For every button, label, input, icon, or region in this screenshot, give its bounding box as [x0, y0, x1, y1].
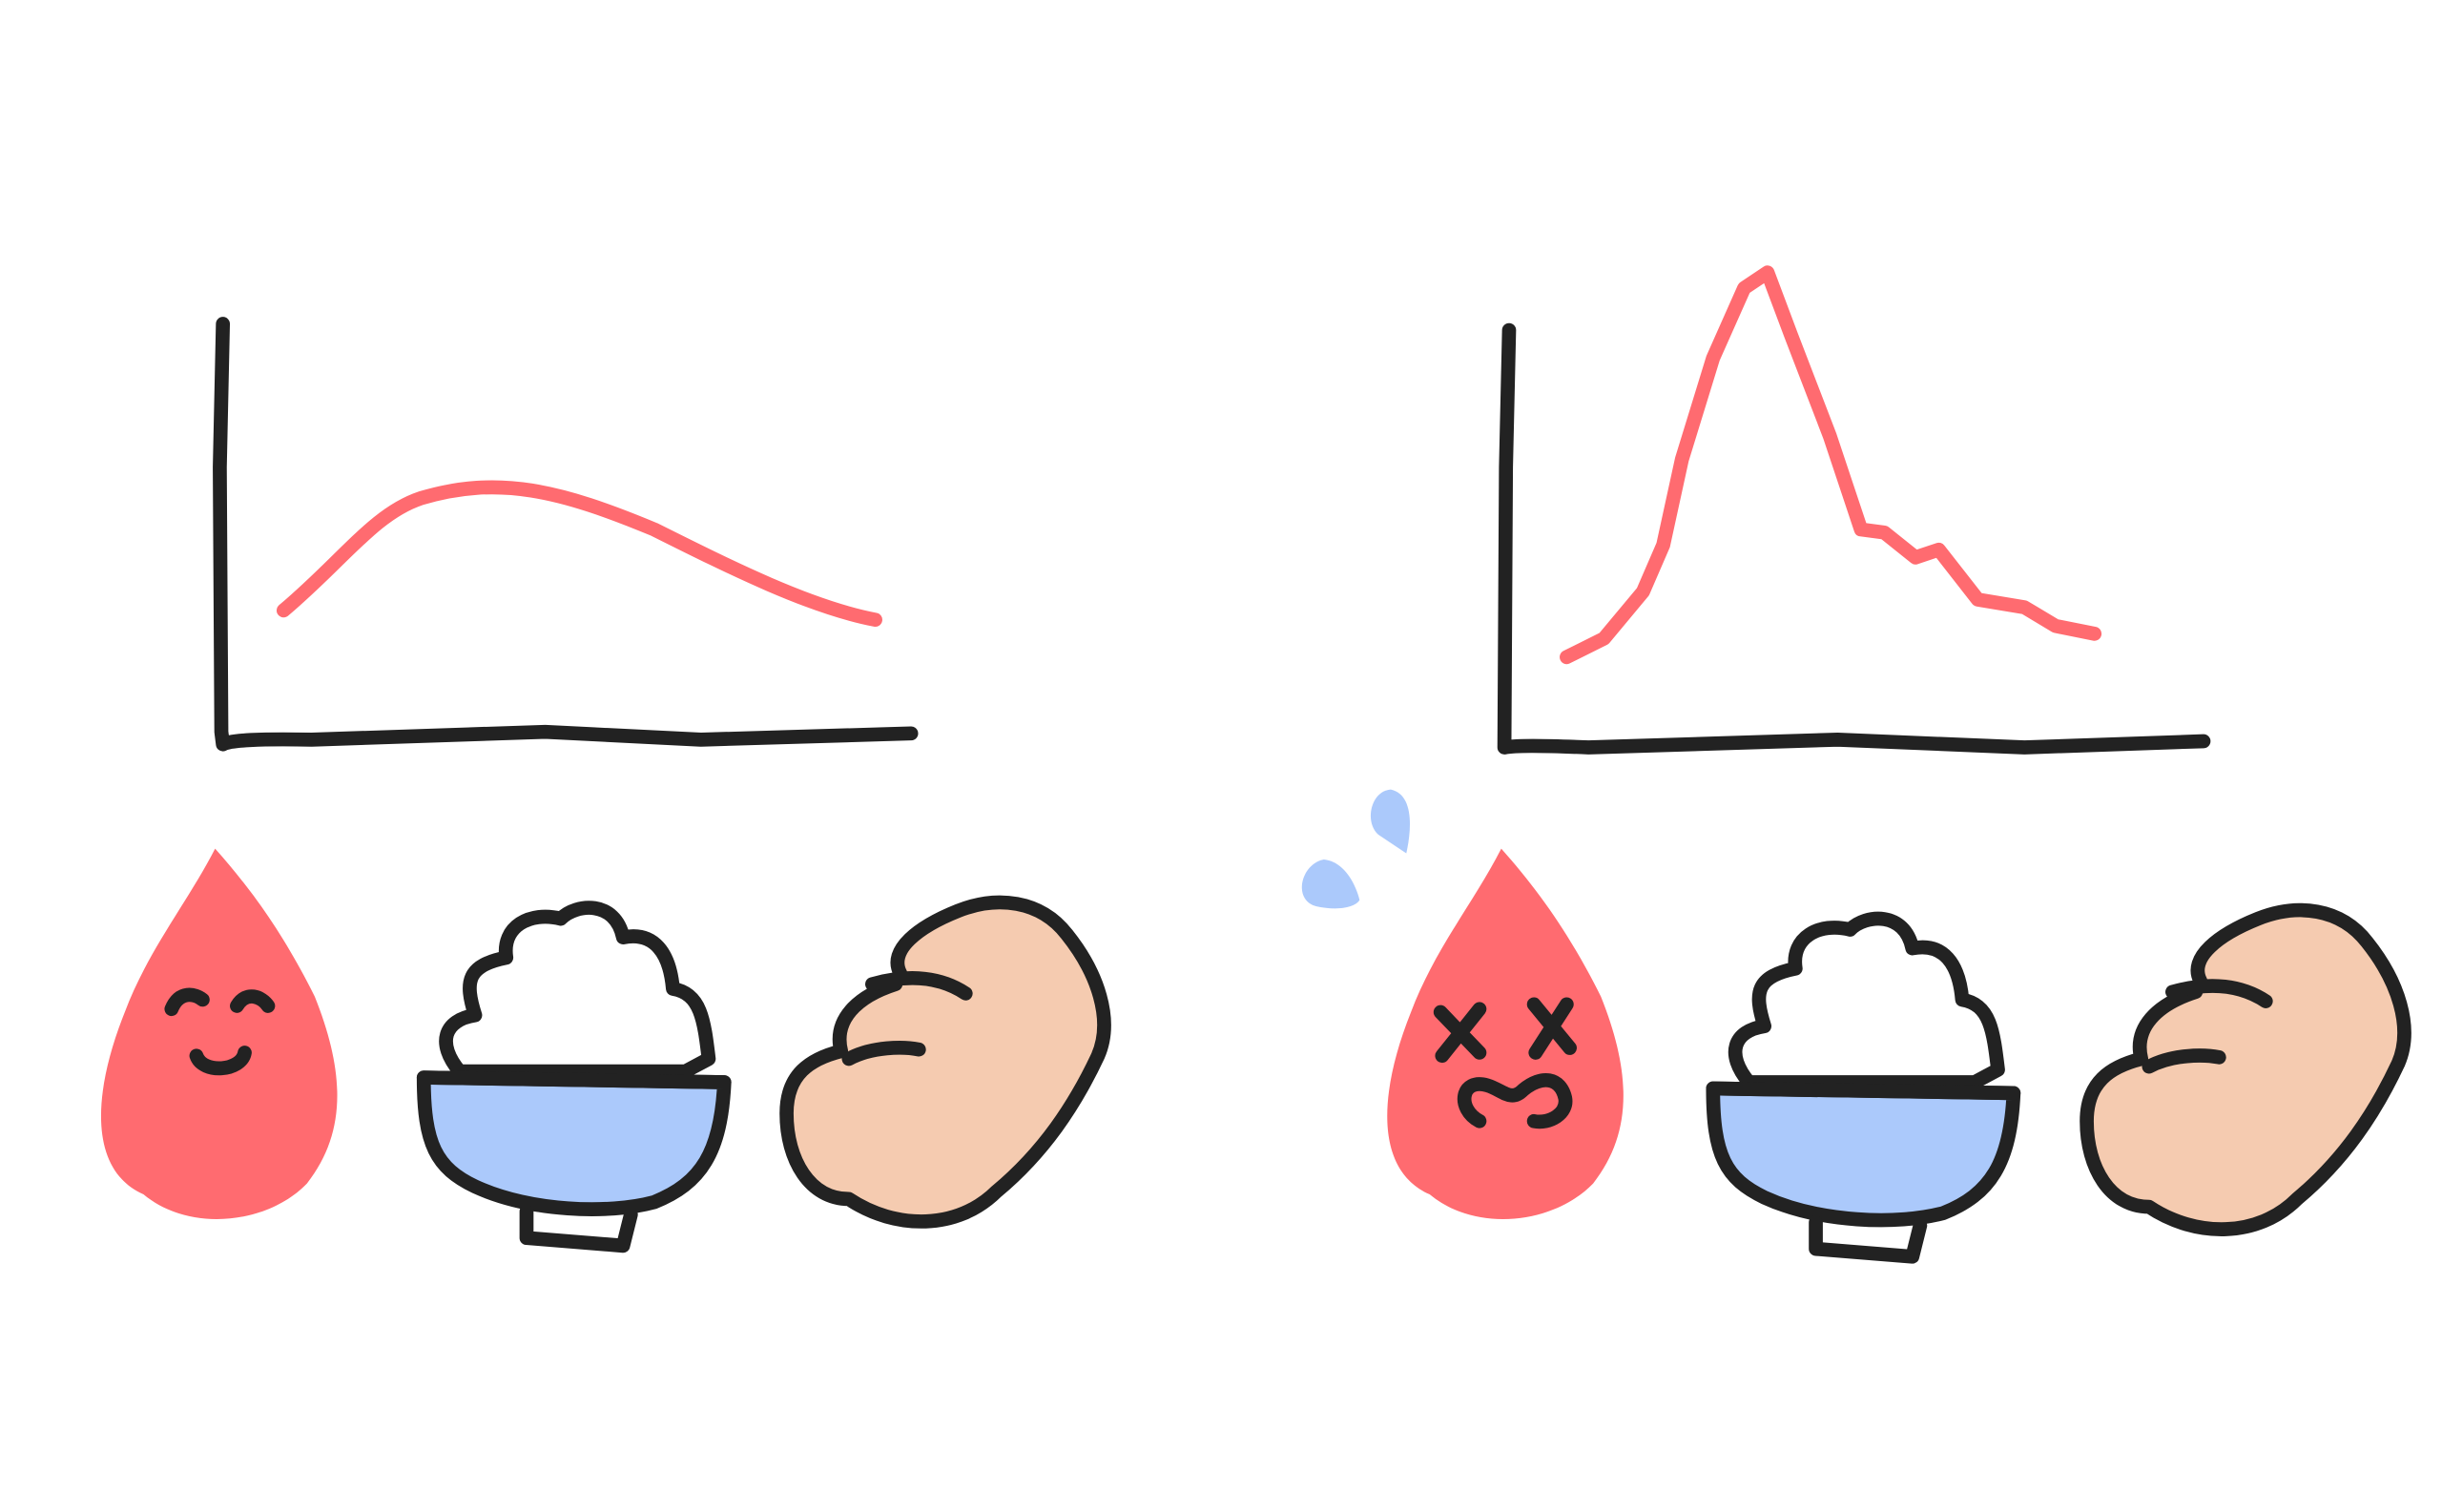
hand	[2087, 910, 2405, 1229]
rice-bowl	[1713, 919, 2014, 1256]
happy-face	[164, 987, 276, 1076]
happy-drop	[100, 848, 338, 1220]
sick-drop	[1387, 848, 1624, 1220]
rice-bowl	[424, 908, 724, 1246]
glucose-spike	[1560, 265, 2102, 665]
axis	[1497, 322, 2211, 755]
hand	[787, 902, 1105, 1221]
sweat-drop	[1301, 860, 1360, 909]
sick-face	[1433, 997, 1577, 1129]
glucose-curve	[276, 480, 882, 628]
axis	[213, 317, 919, 752]
sweat-drop	[1370, 789, 1411, 854]
